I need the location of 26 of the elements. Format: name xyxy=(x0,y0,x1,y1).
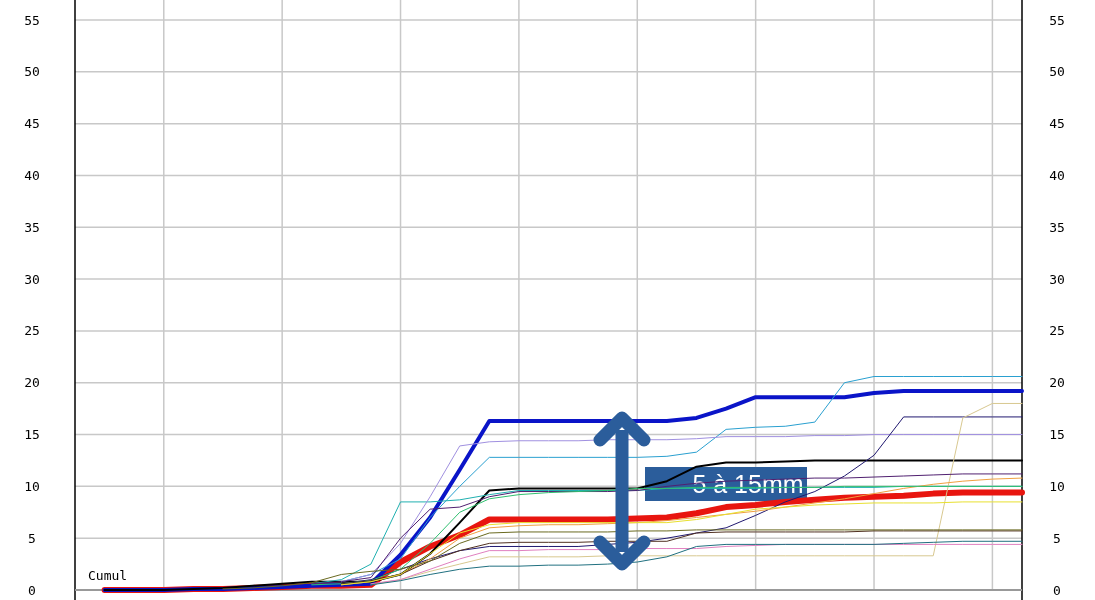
y-tick-label: 55 xyxy=(24,12,40,28)
y-tick-label: 20 xyxy=(24,375,40,391)
annotation: 5 à 15mm xyxy=(692,469,804,498)
y2-tick-label: 0 xyxy=(1053,582,1061,598)
y-tick-label: 35 xyxy=(24,219,40,235)
y2-tick-label: 25 xyxy=(1049,323,1065,339)
y2-tick-label: 45 xyxy=(1049,116,1065,132)
annotation: Cumul xyxy=(88,568,128,583)
y2-tick-label: 35 xyxy=(1049,219,1065,235)
y-tick-label: 15 xyxy=(24,427,40,443)
y-tick-label: 10 xyxy=(24,478,40,494)
y2-tick-label: 40 xyxy=(1049,168,1065,183)
y2-tick-label: 20 xyxy=(1049,375,1065,391)
y2-tick-label: 5 xyxy=(1053,530,1061,546)
y-tick-label: 40 xyxy=(24,168,40,183)
y-tick-label: 5 xyxy=(28,530,36,546)
y-tick-label: 45 xyxy=(24,116,40,132)
y2-tick-label: 15 xyxy=(1049,427,1065,443)
y-tick-label: 50 xyxy=(24,64,40,80)
y-tick-label: 25 xyxy=(24,323,40,339)
y2-tick-label: 10 xyxy=(1049,478,1065,494)
y-tick-label: 0 xyxy=(28,582,36,598)
y2-tick-label: 30 xyxy=(1049,271,1065,287)
y2-tick-label: 50 xyxy=(1049,64,1065,80)
y-tick-label: 30 xyxy=(24,271,40,287)
y2-tick-label: 55 xyxy=(1049,12,1065,28)
